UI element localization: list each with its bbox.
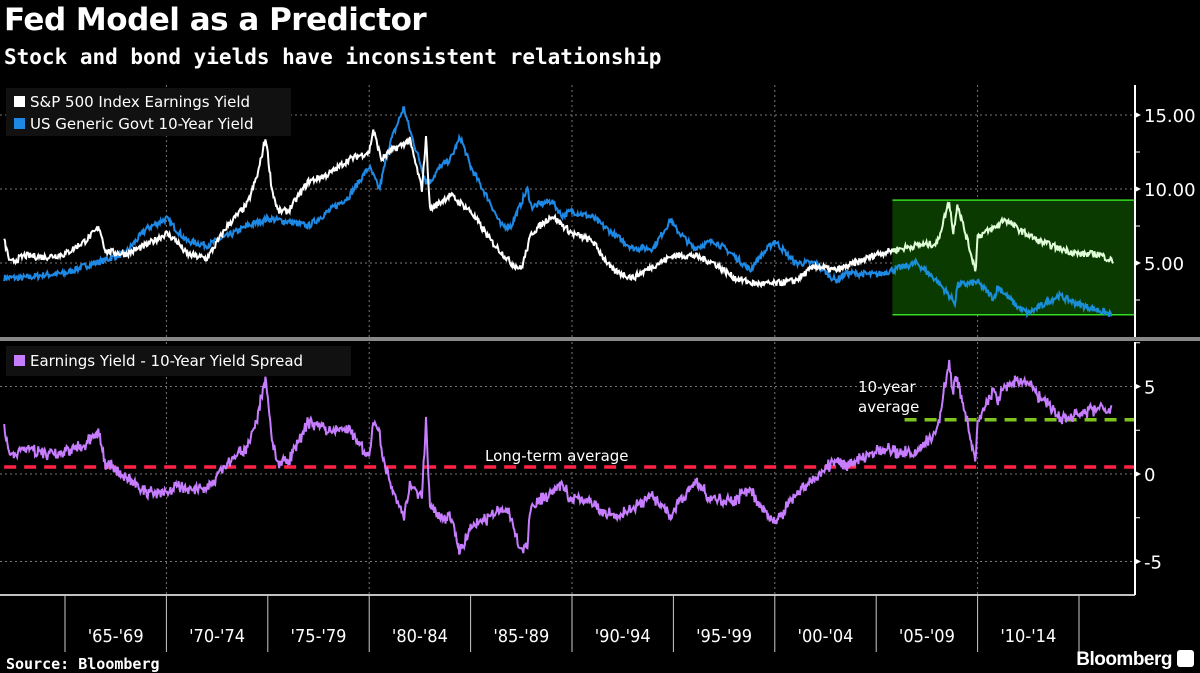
x-tick-label: '95-'99 <box>696 626 752 647</box>
y-tick-label: 10.00 <box>1144 180 1196 201</box>
major-tick <box>1135 383 1141 390</box>
x-tick-label: '05-'09 <box>899 626 955 647</box>
top-legend <box>6 88 291 136</box>
x-tick-label: '75-'79 <box>291 626 347 647</box>
y-tick-label: -5 <box>1144 553 1162 574</box>
legend-swatch-spread <box>14 355 25 366</box>
legend-earnings-yield: S&P 500 Index Earnings Yield <box>30 93 250 111</box>
legend-swatch-earnings-yield <box>14 96 25 107</box>
panel-separator <box>0 337 1200 341</box>
y-tick-label: 15.00 <box>1144 106 1196 127</box>
source-note: Source: Bloomberg <box>6 655 160 673</box>
series-line-earnings-yield-highlighted <box>891 200 1114 272</box>
x-tick-label: '00-'04 <box>798 626 854 647</box>
x-tick-label: '10-'14 <box>1000 626 1056 647</box>
x-tick-label: '80-'84 <box>392 626 448 647</box>
legend-spread: Earnings Yield - 10-Year Yield Spread <box>30 352 303 370</box>
major-tick <box>1135 558 1141 565</box>
bloomberg-logo: Bloomberg <box>1076 649 1172 670</box>
legend-swatch-10yr-yield <box>14 118 25 129</box>
x-tick-label: '70-'74 <box>189 626 245 647</box>
long-term-average-label: Long-term average <box>485 447 629 465</box>
major-tick <box>1135 186 1141 192</box>
legend-10yr-yield: US Generic Govt 10-Year Yield <box>30 115 254 133</box>
bloomberg-terminal-icon <box>1177 650 1194 667</box>
major-tick <box>1135 112 1141 118</box>
y-tick-label: 0 <box>1144 465 1155 486</box>
y-tick-label: 5.00 <box>1144 254 1184 275</box>
major-tick <box>1135 471 1141 477</box>
x-tick-label: '90-'94 <box>595 626 651 647</box>
y-tick-label: 5 <box>1144 378 1155 399</box>
series-line-10yr-yield <box>3 106 894 284</box>
series-line-earnings-yield <box>3 129 894 289</box>
major-tick <box>1135 260 1141 266</box>
x-tick-label: '65-'69 <box>88 626 144 647</box>
bottom-legend <box>6 346 351 376</box>
series-line-10yr-yield-highlighted <box>891 257 1113 319</box>
highlight-box <box>892 200 1135 315</box>
series-line-spread <box>3 359 1113 555</box>
chart-subtitle: Stock and bond yields have inconsistent … <box>4 45 662 69</box>
ten-year-average-label-line1: 10-year <box>858 378 917 396</box>
ten-year-average-label-line2: average <box>858 398 919 416</box>
x-tick-label: '85-'89 <box>493 626 549 647</box>
chart-title: Fed Model as a Predictor <box>4 2 427 38</box>
